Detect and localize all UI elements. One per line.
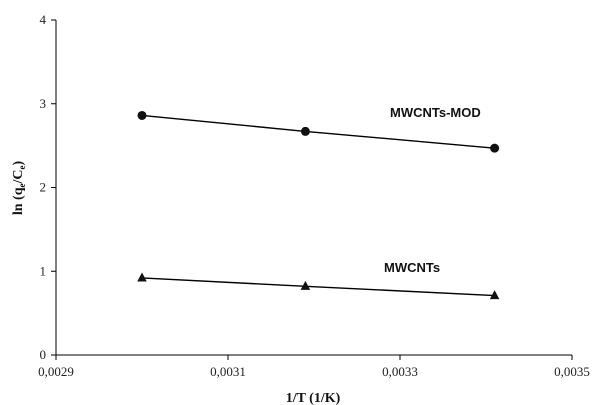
y-axis-title: ln (qe/Ce): [11, 161, 27, 216]
x-tick-label: 0,0029: [38, 364, 74, 379]
x-axis-title: 1/T (1/K): [286, 391, 341, 405]
x-tick-label: 0,0033: [382, 364, 418, 379]
x-tick-label: 0,0035: [554, 364, 590, 379]
y-tick-label: 2: [40, 180, 47, 195]
axes: [55, 20, 572, 356]
ticks: 0 1 2 3 4 0,0029 0,0031 0,0033 0,0035: [38, 12, 590, 379]
y-tick-label: 4: [40, 12, 47, 27]
y-tick-label: 1: [40, 263, 47, 278]
series-label-mwcnts-mod: MWCNTs-MOD: [390, 105, 481, 120]
y-tick-label: 0: [40, 347, 47, 362]
y-tick-label: 3: [40, 96, 47, 111]
data-point: [137, 272, 147, 282]
y-axis-title-part2: /C: [11, 170, 26, 185]
y-axis-title-part3: ): [11, 161, 26, 166]
series-layer: [137, 110, 500, 300]
y-axis-title-part1: ln (q: [11, 187, 26, 215]
series-line: [141, 114, 495, 149]
data-point: [137, 110, 147, 120]
data-point: [300, 126, 310, 136]
data-point: [489, 290, 500, 300]
series-label-mwcnts: MWCNTs: [384, 260, 440, 275]
data-point: [300, 280, 311, 290]
x-tick-label: 0,0031: [210, 364, 246, 379]
series-line: [141, 277, 495, 297]
y-axis-title-sub1: e: [17, 184, 27, 188]
y-axis-title-sub2: e: [17, 166, 27, 170]
data-point: [490, 143, 500, 153]
